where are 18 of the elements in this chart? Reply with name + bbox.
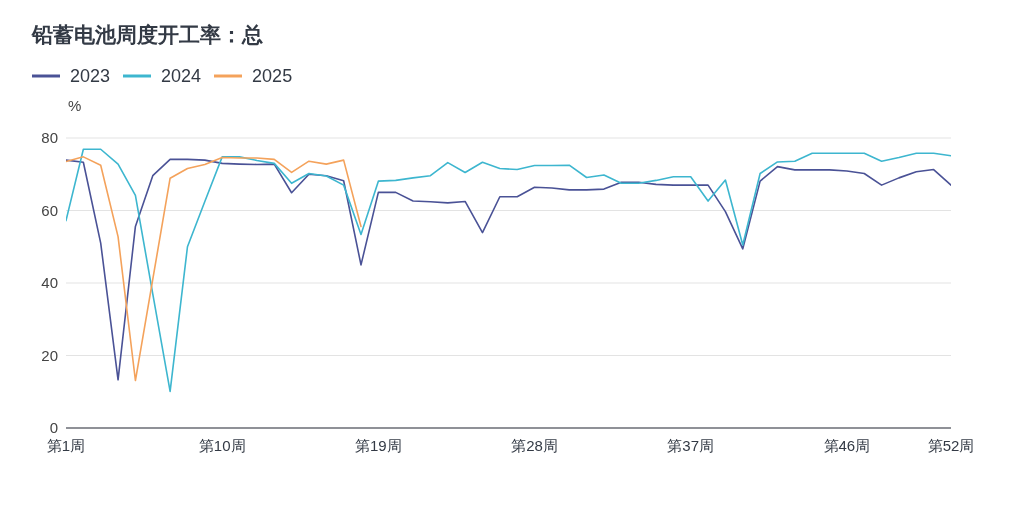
x-tick-label: 第46周 <box>823 436 871 454</box>
legend-label: 2024 <box>161 65 202 87</box>
legend-label: 2023 <box>70 65 111 87</box>
line-series <box>66 156 362 382</box>
y-tick-label: 60 <box>41 201 58 219</box>
chart-title: 铅蓄电池周度开工率：总 <box>32 22 263 47</box>
y-tick-label: 40 <box>41 274 58 292</box>
y-tick-label: 80 <box>41 129 58 147</box>
x-tick-label: 第28周 <box>511 436 558 454</box>
legend-label: 2025 <box>252 65 293 87</box>
y-tick-label: 0 <box>49 419 58 437</box>
y-axis-title: % <box>68 97 82 115</box>
x-tick-label: 第10周 <box>198 436 246 454</box>
x-tick-label: 第52周 <box>927 436 975 454</box>
y-tick-label: 20 <box>41 346 58 364</box>
x-tick-label: 第1周 <box>46 436 86 454</box>
x-tick-label: 第37周 <box>667 436 715 454</box>
x-tick-label: 第19周 <box>355 436 402 454</box>
